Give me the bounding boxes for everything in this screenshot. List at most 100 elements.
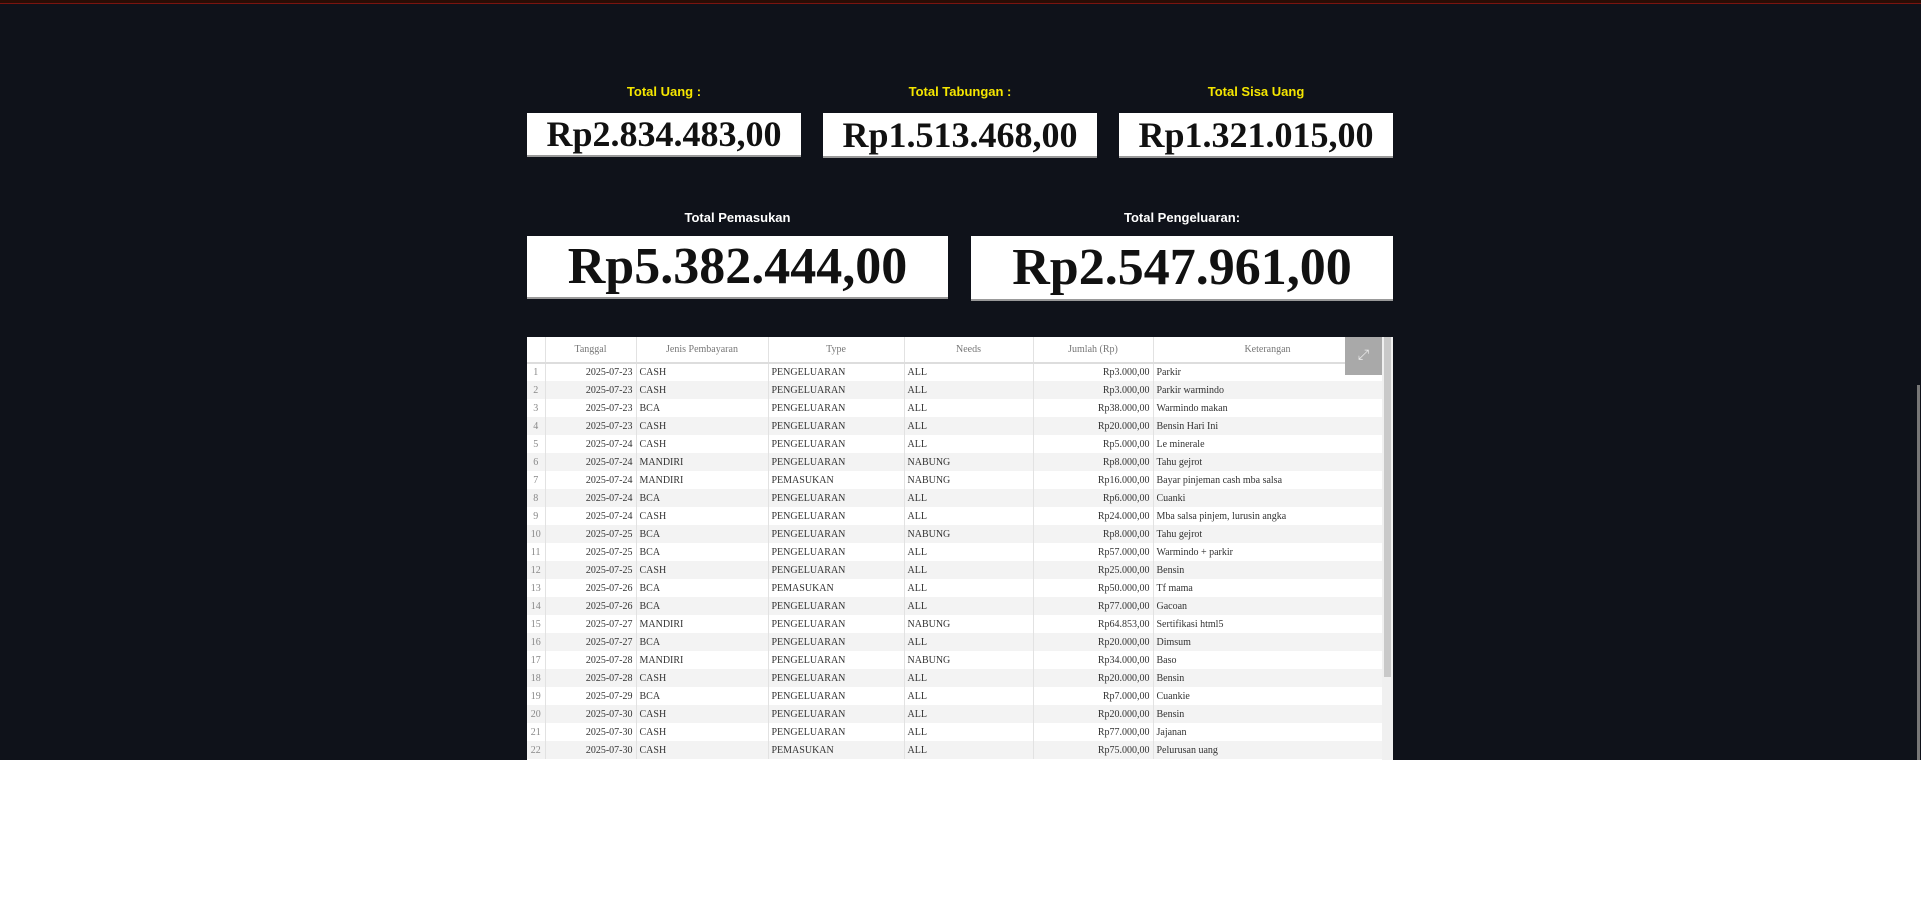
- table-header-row: Tanggal Jenis Pembayaran Type Needs Jumlah (…: [527, 337, 1383, 364]
- total-tabungan-label: Total Tabungan :: [908, 84, 1012, 99]
- table-cell: Dimsum: [1153, 633, 1383, 651]
- table-cell: ALL: [904, 723, 1034, 741]
- table-row: 6 2025-07-24 MANDIRI PENGELUARAN NABUNG Rp8.0…: [527, 453, 1383, 471]
- table-cell: PENGELUARAN: [768, 615, 905, 633]
- table-cell: 22: [527, 741, 546, 759]
- table-row: 1 2025-07-23 CASH PENGELUARAN ALL Rp3.000,00 P…: [527, 363, 1383, 381]
- table-cell: Rp5.000,00: [1033, 435, 1154, 453]
- table-cell: Rp25.000,00: [1033, 561, 1154, 579]
- table-cell: CASH: [636, 741, 769, 759]
- table-cell: BCA: [636, 489, 769, 507]
- table-cell: 2025-07-29: [545, 687, 637, 705]
- table-cell: ALL: [904, 579, 1034, 597]
- table-cell: CASH: [636, 363, 769, 381]
- table-cell: 16: [527, 633, 546, 651]
- table-cell: Sertifikasi html5: [1153, 615, 1383, 633]
- table-cell: PENGELUARAN: [768, 507, 905, 525]
- table-cell: Rp20.000,00: [1033, 669, 1154, 687]
- table-cell: Rp77.000,00: [1033, 723, 1154, 741]
- table-cell: BCA: [636, 525, 769, 543]
- table-cell: Rp8.000,00: [1033, 453, 1154, 471]
- table-cell: Rp8.000,00: [1033, 525, 1154, 543]
- top-banner: [0, 0, 1921, 4]
- page-scrollbar[interactable]: [1917, 385, 1920, 760]
- table-cell: PENGELUARAN: [768, 417, 905, 435]
- total-sisa-label: Total Sisa Uang: [1207, 84, 1305, 99]
- column-header: Keterangan: [1153, 337, 1383, 364]
- scrollbar-thumb[interactable]: [1384, 337, 1391, 677]
- table-cell: Rp6.000,00: [1033, 489, 1154, 507]
- table-cell: Rp57.000,00: [1033, 543, 1154, 561]
- table-cell: MANDIRI: [636, 453, 769, 471]
- table-cell: CASH: [636, 669, 769, 687]
- table-cell: NABUNG: [904, 525, 1034, 543]
- table-cell: Cuanki: [1153, 489, 1383, 507]
- table-cell: Tf mama: [1153, 579, 1383, 597]
- table-cell: ALL: [904, 669, 1034, 687]
- transactions-table-embed: Tanggal Jenis Pembayaran Type Needs Jumlah (…: [527, 337, 1393, 760]
- table-cell: 2025-07-25: [545, 543, 637, 561]
- table-row: 4 2025-07-23 CASH PENGELUARAN ALL Rp20.000,00…: [527, 417, 1383, 435]
- table-row: 15 2025-07-27 MANDIRI PENGELUARAN NABUNG Rp64…: [527, 615, 1383, 633]
- table-cell: NABUNG: [904, 453, 1034, 471]
- table-cell: PENGELUARAN: [768, 723, 905, 741]
- table-cell: PENGELUARAN: [768, 525, 905, 543]
- table-cell: ALL: [904, 399, 1034, 417]
- table-cell: 2025-07-27: [545, 615, 637, 633]
- table-cell: Rp77.000,00: [1033, 597, 1154, 615]
- table-cell: Baso: [1153, 651, 1383, 669]
- total-pemasukan-value: Rp5.382.444,00: [527, 236, 948, 299]
- table-cell: CASH: [636, 723, 769, 741]
- table-cell: 15: [527, 615, 546, 633]
- table-cell: 2025-07-28: [545, 669, 637, 687]
- total-uang-value: Rp2.834.483,00: [527, 113, 801, 157]
- table-row: 9 2025-07-24 CASH PENGELUARAN ALL Rp24.000,00…: [527, 507, 1383, 525]
- table-cell: 2025-07-26: [545, 579, 637, 597]
- table-cell: Bensin: [1153, 561, 1383, 579]
- table-cell: Cuankie: [1153, 687, 1383, 705]
- table-cell: BCA: [636, 543, 769, 561]
- table-cell: 2025-07-24: [545, 489, 637, 507]
- transactions-table: Tanggal Jenis Pembayaran Type Needs Jumlah (…: [527, 337, 1383, 759]
- table-cell: 6: [527, 453, 546, 471]
- table-cell: MANDIRI: [636, 651, 769, 669]
- table-cell: Mba salsa pinjem, lurusin angka: [1153, 507, 1383, 525]
- table-row: 11 2025-07-25 BCA PENGELUARAN ALL Rp57.000,00…: [527, 543, 1383, 561]
- table-cell: 2025-07-24: [545, 453, 637, 471]
- table-cell: 2025-07-24: [545, 471, 637, 489]
- table-cell: Rp7.000,00: [1033, 687, 1154, 705]
- table-cell: 11: [527, 543, 546, 561]
- table-cell: ALL: [904, 543, 1034, 561]
- table-cell: Tahu gejrot: [1153, 453, 1383, 471]
- table-cell: PENGELUARAN: [768, 633, 905, 651]
- table-cell: ALL: [904, 687, 1034, 705]
- table-cell: Parkir warmindo: [1153, 381, 1383, 399]
- table-cell: Rp20.000,00: [1033, 633, 1154, 651]
- table-cell: NABUNG: [904, 471, 1034, 489]
- table-cell: NABUNG: [904, 615, 1034, 633]
- table-cell: CASH: [636, 381, 769, 399]
- column-header: Tanggal: [545, 337, 637, 364]
- table-cell: PEMASUKAN: [768, 741, 905, 759]
- table-cell: 19: [527, 687, 546, 705]
- table-cell: 13: [527, 579, 546, 597]
- table-cell: CASH: [636, 435, 769, 453]
- table-cell: BCA: [636, 687, 769, 705]
- table-row: 20 2025-07-30 CASH PENGELUARAN ALL Rp20.000,0…: [527, 705, 1383, 723]
- table-cell: 2025-07-30: [545, 741, 637, 759]
- table-cell: PENGELUARAN: [768, 705, 905, 723]
- table-cell: BCA: [636, 633, 769, 651]
- table-cell: Tahu gejrot: [1153, 525, 1383, 543]
- open-in-new-icon[interactable]: ⤢: [1345, 337, 1382, 375]
- table-row: 3 2025-07-23 BCA PENGELUARAN ALL Rp38.000,00 W…: [527, 399, 1383, 417]
- total-pemasukan-label: Total Pemasukan: [684, 210, 791, 225]
- total-sisa-value: Rp1.321.015,00: [1119, 113, 1393, 158]
- column-header: Jumlah (Rp): [1033, 337, 1154, 364]
- table-cell: PEMASUKAN: [768, 471, 905, 489]
- table-cell: Rp24.000,00: [1033, 507, 1154, 525]
- table-scrollbar[interactable]: [1382, 337, 1393, 760]
- total-tabungan-value: Rp1.513.468,00: [823, 113, 1097, 158]
- table-cell: Warmindo + parkir: [1153, 543, 1383, 561]
- table-row: 5 2025-07-24 CASH PENGELUARAN ALL Rp5.000,00 L…: [527, 435, 1383, 453]
- column-header: Type: [768, 337, 905, 364]
